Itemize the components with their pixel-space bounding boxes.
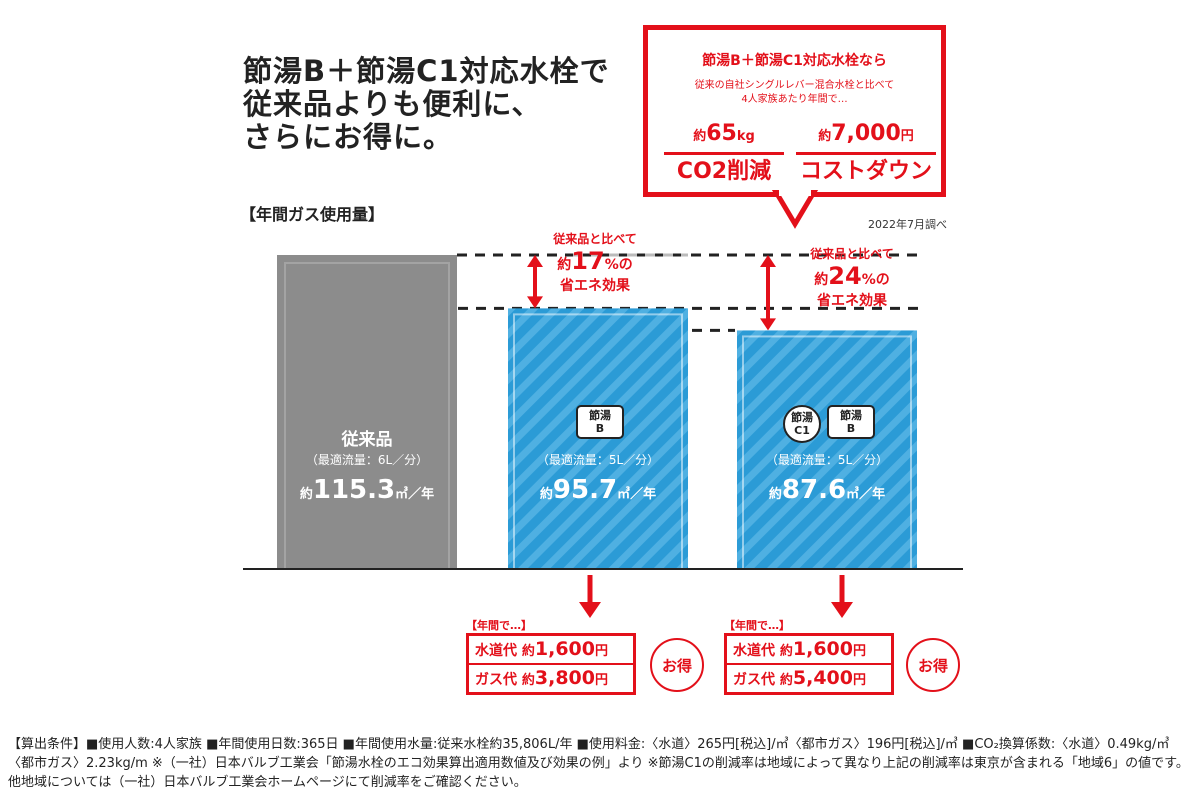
gas-cost-value: 3,800 <box>534 667 595 689</box>
gas-cost-row: ガス代 約5,400円 <box>727 663 891 692</box>
bar-flow-rate: （最適流量：6L／分） <box>305 453 429 467</box>
saving-effect: 省エネ効果 <box>817 293 887 309</box>
bar-label-1: 従来品 （最適流量：6L／分） 約115.3㎥／年 <box>277 419 457 529</box>
bar-flow-rate: （最適流量：5L／分） <box>536 453 660 467</box>
co2-label: CO2削減 <box>664 152 784 187</box>
water-cost-row: 水道代 約1,600円 <box>469 636 633 663</box>
bar-name: 従来品 <box>341 430 393 450</box>
bar-label-2: （最適流量：5L／分） 約95.7㎥／年 <box>508 419 688 529</box>
gas-cost-prefix: 約 <box>521 673 535 688</box>
bar-1 <box>277 255 457 570</box>
cost-reduction: 約7,000円 コストダウン <box>796 121 936 187</box>
setsuyu-c1-badge: 節湯 C1 <box>783 405 821 443</box>
water-cost-value: 1,600 <box>534 638 595 660</box>
water-cost-unit: 円 <box>853 644 867 659</box>
gas-cost-row: ガス代 約3,800円 <box>469 663 633 692</box>
setsuyu-b-badge: 節湯 B <box>576 405 624 439</box>
calculation-footnote: 【算出条件】■使用人数:4人家族 ■年間使用日数:365日 ■年間使用水量:従来… <box>8 737 1189 790</box>
gas-cost-name: ガス代 <box>475 672 517 688</box>
summary-callout: 節湯B＋節湯C1対応水栓なら 従来の自社シングルレバー混合水栓と比べて 4人家族… <box>643 25 946 197</box>
water-cost-unit: 円 <box>595 644 609 659</box>
callout-subtitle: 従来の自社シングルレバー混合水栓と比べて 4人家族あたり年間で… <box>648 79 941 107</box>
survey-date: 2022年7月調べ <box>868 218 947 231</box>
water-cost-name: 水道代 <box>733 643 775 659</box>
water-cost-name: 水道代 <box>475 643 517 659</box>
headline-line-3: さらにお得に。 <box>243 120 454 154</box>
gas-cost-prefix: 約 <box>779 673 793 688</box>
bar-flow-rate: （最適流量：5L／分） <box>765 453 889 467</box>
bar-rect <box>737 330 917 569</box>
headline-line-2: 従来品よりも便利に、 <box>243 87 542 121</box>
co2-value: 65 <box>706 121 737 146</box>
gas-cost-name: ガス代 <box>733 672 775 688</box>
bar-label-3: （最適流量：5L／分） 約87.6㎥／年 <box>737 419 917 529</box>
saving-compare: 従来品と比べて <box>810 247 894 261</box>
headline: 節湯B＋節湯C1対応水栓で 従来品よりも便利に、 さらにお得に。 <box>243 55 610 154</box>
co2-reduction: 約65kg CO2削減 <box>664 121 784 187</box>
saving-label-1: 従来品と比べて 約17%の 省エネ効果 <box>525 230 665 295</box>
water-cost-value: 1,600 <box>792 638 853 660</box>
section-label: 【年間ガス使用量】 <box>240 205 385 224</box>
otoku-badge-1: お得 <box>650 638 704 692</box>
annual-savings-1: 【年間で…】 水道代 約1,600円 ガス代 約3,800円 <box>466 617 636 695</box>
saving-value: 24 <box>828 262 862 290</box>
annual-box: 水道代 約1,600円 ガス代 約3,800円 <box>466 633 636 695</box>
cost-prefix: 約 <box>818 129 832 144</box>
bar-rect <box>277 255 457 569</box>
down-arrow-1 <box>579 575 601 618</box>
annual-label: 【年間で…】 <box>466 619 532 632</box>
saving-label-2: 従来品と比べて 約24%の 省エネ効果 <box>782 245 922 310</box>
otoku-badge-2: お得 <box>906 638 960 692</box>
saving-prefix: 約 <box>557 257 572 273</box>
annual-box: 水道代 約1,600円 ガス代 約5,400円 <box>724 633 894 695</box>
co2-unit: kg <box>736 129 755 144</box>
callout-title: 節湯B＋節湯C1対応水栓なら <box>702 53 887 69</box>
headline-line-1: 節湯B＋節湯C1対応水栓で <box>243 54 610 88</box>
saving-prefix: 約 <box>814 272 829 288</box>
bar-value-label: 約87.6㎥／年 <box>768 475 886 505</box>
bar-value-label: 約115.3㎥／年 <box>299 475 435 505</box>
bar-3 <box>737 330 917 570</box>
annual-savings-2: 【年間で…】 水道代 約1,600円 ガス代 約5,400円 <box>724 617 894 695</box>
co2-prefix: 約 <box>693 129 707 144</box>
saving-arrow-2 <box>760 255 776 331</box>
saving-compare: 従来品と比べて <box>553 232 637 246</box>
saving-effect: 省エネ効果 <box>560 278 630 294</box>
gas-cost-unit: 円 <box>595 673 609 688</box>
saving-unit: %の <box>861 272 890 288</box>
saving-arrow-1 <box>527 255 543 309</box>
gas-cost-value: 5,400 <box>792 667 853 689</box>
cost-label: コストダウン <box>796 152 936 187</box>
callout-subtitle-line-1: 従来の自社シングルレバー混合水栓と比べて <box>694 80 895 91</box>
saving-unit: %の <box>604 257 633 273</box>
cost-unit: 円 <box>900 129 914 144</box>
gas-cost-unit: 円 <box>853 673 867 688</box>
setsuyu-b-badge: 節湯 B <box>827 405 875 439</box>
saving-value: 17 <box>571 247 605 275</box>
down-arrow-2 <box>831 575 853 618</box>
water-cost-row: 水道代 約1,600円 <box>727 636 891 663</box>
water-cost-prefix: 約 <box>779 644 793 659</box>
callout-pointer <box>771 190 819 229</box>
bar-value-label: 約95.7㎥／年 <box>539 475 657 505</box>
annual-label: 【年間で…】 <box>724 619 790 632</box>
water-cost-prefix: 約 <box>521 644 535 659</box>
callout-subtitle-line-2: 4人家族あたり年間で… <box>741 94 848 105</box>
cost-value: 7,000 <box>831 121 901 146</box>
